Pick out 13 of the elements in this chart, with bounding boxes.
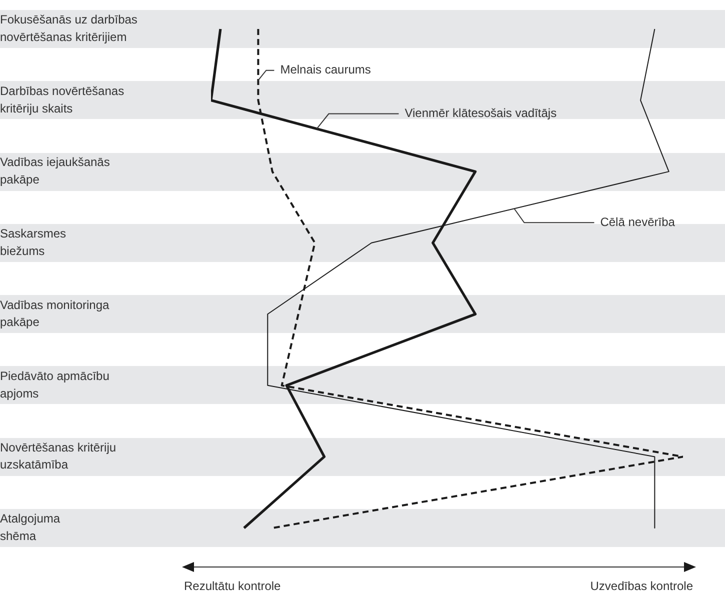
y-tick-label: Novērtēšanas kritēriju uzskatāmība [0, 440, 116, 472]
text: Cēlā nevērība [600, 214, 676, 229]
y-tick-label: Fokusēšanās uz darbības novērtēšanas kritērijiem [0, 12, 138, 44]
y-tick-label: Saskarsmes biežums [0, 226, 66, 258]
y-tick-label: Piedāvāto apmācību apjoms [0, 369, 110, 400]
y-tick-label: Vadības iejaukšanās pakāpe [0, 155, 110, 187]
y-tick-label: Atalgojuma shēma [0, 512, 60, 544]
series-label: Melnais caurums [280, 62, 371, 77]
y-tick-label: Darbības novērtēšanas kritēriju skaits [0, 84, 124, 116]
text: Rezultātu kontrole [184, 579, 281, 593]
y-tick-label: Vadības monitoringa pakāpe [0, 298, 110, 330]
text: Uzvedības kontrole [590, 579, 693, 593]
text: Vienmēr klātesošais vadītājs [404, 106, 557, 120]
